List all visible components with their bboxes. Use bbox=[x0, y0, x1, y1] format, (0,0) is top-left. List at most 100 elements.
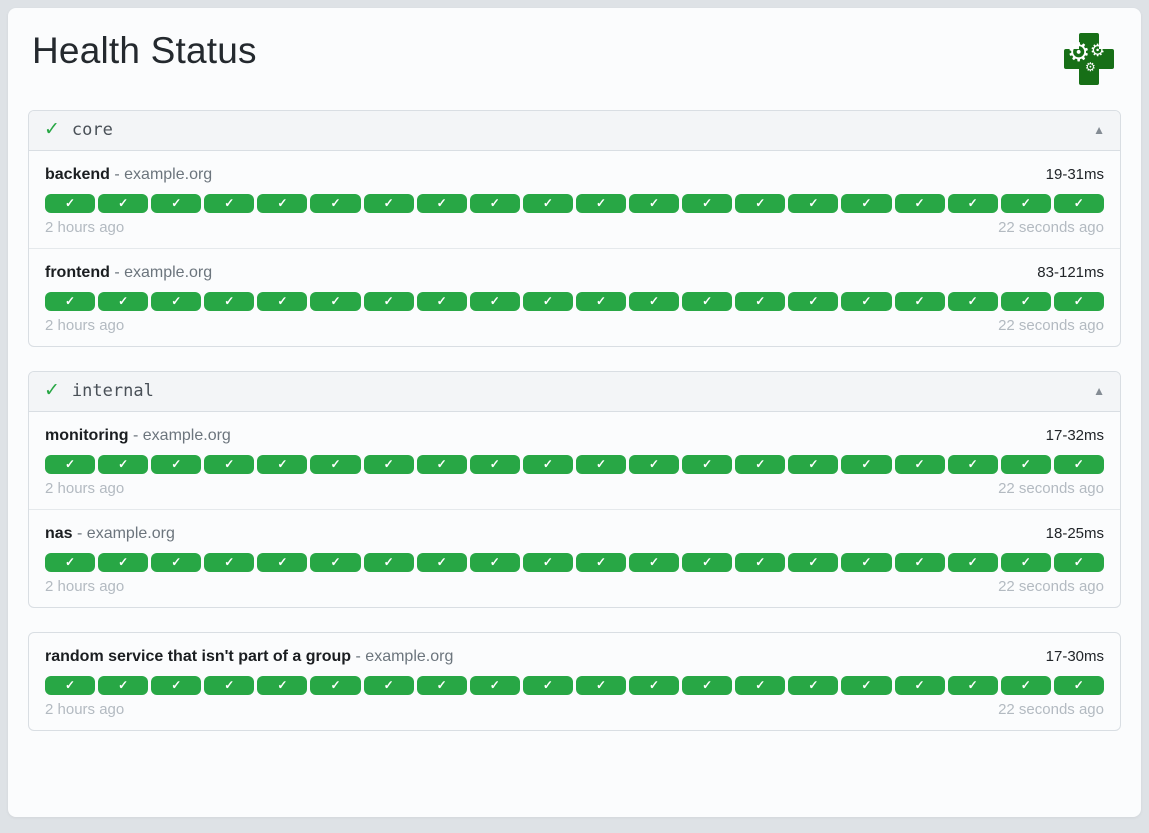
health-check-success-badge[interactable]: ✓ bbox=[575, 291, 627, 311]
health-check-success-badge[interactable]: ✓ bbox=[310, 291, 361, 311]
health-check-success-badge[interactable]: ✓ bbox=[682, 193, 733, 213]
health-check-success-badge[interactable]: ✓ bbox=[1053, 291, 1104, 311]
health-check-success-badge[interactable]: ✓ bbox=[363, 291, 414, 311]
health-check-success-badge[interactable]: ✓ bbox=[629, 454, 680, 474]
health-check-success-badge[interactable]: ✓ bbox=[788, 552, 839, 572]
health-check-success-badge[interactable]: ✓ bbox=[151, 675, 202, 695]
health-check-success-badge[interactable]: ✓ bbox=[416, 675, 467, 695]
health-check-success-badge[interactable]: ✓ bbox=[310, 454, 361, 474]
health-check-success-badge[interactable]: ✓ bbox=[257, 675, 308, 695]
health-check-success-badge[interactable]: ✓ bbox=[947, 552, 998, 572]
health-check-success-badge[interactable]: ✓ bbox=[416, 193, 467, 213]
health-check-success-badge[interactable]: ✓ bbox=[575, 193, 627, 213]
health-check-success-badge[interactable]: ✓ bbox=[788, 291, 839, 311]
health-check-success-badge[interactable]: ✓ bbox=[1000, 552, 1051, 572]
health-check-success-badge[interactable]: ✓ bbox=[1053, 552, 1104, 572]
health-check-success-badge[interactable]: ✓ bbox=[151, 454, 202, 474]
health-check-success-badge[interactable]: ✓ bbox=[310, 552, 361, 572]
group-header[interactable]: ✓ internal ▲ bbox=[29, 371, 1120, 412]
health-check-success-badge[interactable]: ✓ bbox=[575, 552, 627, 572]
health-check-success-badge[interactable]: ✓ bbox=[1000, 291, 1051, 311]
collapse-toggle-icon[interactable]: ▲ bbox=[1093, 384, 1105, 399]
health-check-success-badge[interactable]: ✓ bbox=[469, 454, 520, 474]
health-check-success-badge[interactable]: ✓ bbox=[575, 675, 627, 695]
health-check-success-badge[interactable]: ✓ bbox=[522, 454, 573, 474]
health-check-success-badge[interactable]: ✓ bbox=[151, 291, 202, 311]
health-check-success-badge[interactable]: ✓ bbox=[629, 552, 680, 572]
health-check-success-badge[interactable]: ✓ bbox=[151, 193, 202, 213]
health-check-success-badge[interactable]: ✓ bbox=[841, 193, 892, 213]
health-check-success-badge[interactable]: ✓ bbox=[1000, 675, 1051, 695]
health-check-success-badge[interactable]: ✓ bbox=[735, 552, 786, 572]
health-check-success-badge[interactable]: ✓ bbox=[257, 552, 308, 572]
health-check-success-badge[interactable]: ✓ bbox=[45, 454, 96, 474]
health-check-success-badge[interactable]: ✓ bbox=[257, 454, 308, 474]
health-check-success-badge[interactable]: ✓ bbox=[1053, 454, 1104, 474]
health-check-success-badge[interactable]: ✓ bbox=[98, 454, 149, 474]
health-check-success-badge[interactable]: ✓ bbox=[469, 291, 520, 311]
health-check-success-badge[interactable]: ✓ bbox=[735, 675, 786, 695]
health-check-success-badge[interactable]: ✓ bbox=[310, 675, 361, 695]
health-check-success-badge[interactable]: ✓ bbox=[416, 291, 467, 311]
health-check-success-badge[interactable]: ✓ bbox=[363, 193, 414, 213]
health-check-success-badge[interactable]: ✓ bbox=[894, 291, 945, 311]
health-check-success-badge[interactable]: ✓ bbox=[469, 675, 520, 695]
health-check-success-badge[interactable]: ✓ bbox=[45, 291, 96, 311]
health-check-success-badge[interactable]: ✓ bbox=[204, 291, 255, 311]
health-check-success-badge[interactable]: ✓ bbox=[894, 675, 945, 695]
health-check-success-badge[interactable]: ✓ bbox=[894, 454, 945, 474]
health-check-success-badge[interactable]: ✓ bbox=[788, 454, 839, 474]
health-check-success-badge[interactable]: ✓ bbox=[416, 454, 467, 474]
health-check-success-badge[interactable]: ✓ bbox=[45, 675, 96, 695]
health-check-success-badge[interactable]: ✓ bbox=[98, 193, 149, 213]
health-check-success-badge[interactable]: ✓ bbox=[522, 291, 573, 311]
health-check-success-badge[interactable]: ✓ bbox=[1000, 193, 1051, 213]
health-check-success-badge[interactable]: ✓ bbox=[682, 552, 733, 572]
health-check-success-badge[interactable]: ✓ bbox=[257, 291, 308, 311]
health-check-success-badge[interactable]: ✓ bbox=[416, 552, 467, 572]
health-check-success-badge[interactable]: ✓ bbox=[98, 675, 149, 695]
health-check-success-badge[interactable]: ✓ bbox=[947, 193, 998, 213]
health-check-success-badge[interactable]: ✓ bbox=[522, 193, 573, 213]
health-check-success-badge[interactable]: ✓ bbox=[1053, 193, 1104, 213]
health-check-success-badge[interactable]: ✓ bbox=[682, 291, 733, 311]
health-check-success-badge[interactable]: ✓ bbox=[363, 675, 414, 695]
health-check-success-badge[interactable]: ✓ bbox=[575, 454, 627, 474]
health-check-success-badge[interactable]: ✓ bbox=[788, 675, 839, 695]
health-check-success-badge[interactable]: ✓ bbox=[469, 552, 520, 572]
health-check-success-badge[interactable]: ✓ bbox=[257, 193, 308, 213]
health-check-success-badge[interactable]: ✓ bbox=[682, 454, 733, 474]
health-check-success-badge[interactable]: ✓ bbox=[204, 552, 255, 572]
health-check-success-badge[interactable]: ✓ bbox=[947, 291, 998, 311]
health-check-success-badge[interactable]: ✓ bbox=[894, 193, 945, 213]
health-check-success-badge[interactable]: ✓ bbox=[841, 552, 892, 572]
health-check-success-badge[interactable]: ✓ bbox=[469, 193, 520, 213]
health-check-success-badge[interactable]: ✓ bbox=[1000, 454, 1051, 474]
health-check-success-badge[interactable]: ✓ bbox=[947, 675, 998, 695]
health-check-success-badge[interactable]: ✓ bbox=[735, 454, 786, 474]
health-check-success-badge[interactable]: ✓ bbox=[45, 193, 96, 213]
health-check-success-badge[interactable]: ✓ bbox=[735, 193, 786, 213]
health-check-success-badge[interactable]: ✓ bbox=[841, 454, 892, 474]
health-check-success-badge[interactable]: ✓ bbox=[204, 193, 255, 213]
health-check-success-badge[interactable]: ✓ bbox=[310, 193, 361, 213]
health-check-success-badge[interactable]: ✓ bbox=[629, 675, 680, 695]
health-check-success-badge[interactable]: ✓ bbox=[204, 454, 255, 474]
health-check-success-badge[interactable]: ✓ bbox=[98, 291, 149, 311]
health-check-success-badge[interactable]: ✓ bbox=[151, 552, 202, 572]
health-check-success-badge[interactable]: ✓ bbox=[1053, 675, 1104, 695]
health-check-success-badge[interactable]: ✓ bbox=[788, 193, 839, 213]
health-check-success-badge[interactable]: ✓ bbox=[841, 675, 892, 695]
health-check-success-badge[interactable]: ✓ bbox=[841, 291, 892, 311]
health-check-success-badge[interactable]: ✓ bbox=[894, 552, 945, 572]
health-check-success-badge[interactable]: ✓ bbox=[629, 193, 680, 213]
health-check-success-badge[interactable]: ✓ bbox=[629, 291, 680, 311]
health-check-success-badge[interactable]: ✓ bbox=[735, 291, 786, 311]
health-check-success-badge[interactable]: ✓ bbox=[363, 454, 414, 474]
health-check-success-badge[interactable]: ✓ bbox=[45, 552, 96, 572]
health-check-success-badge[interactable]: ✓ bbox=[98, 552, 149, 572]
health-check-success-badge[interactable]: ✓ bbox=[204, 675, 255, 695]
health-check-success-badge[interactable]: ✓ bbox=[522, 552, 573, 572]
collapse-toggle-icon[interactable]: ▲ bbox=[1093, 123, 1105, 138]
health-check-success-badge[interactable]: ✓ bbox=[363, 552, 414, 572]
